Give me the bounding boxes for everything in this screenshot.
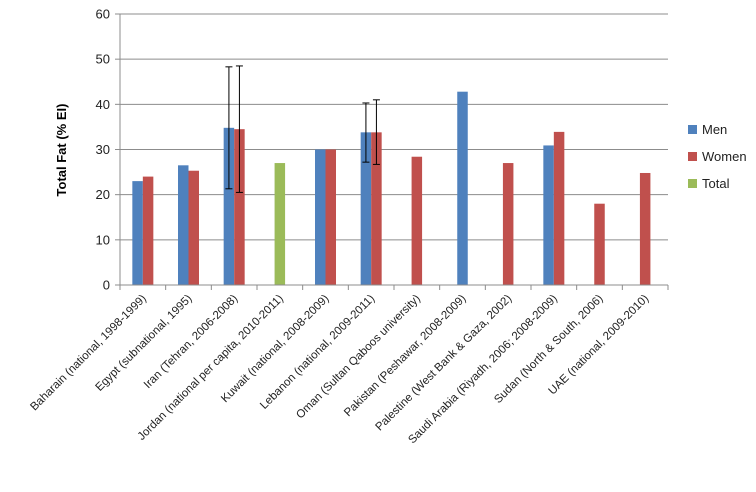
bar-women-9 xyxy=(553,131,565,285)
y-axis-label: Total Fat (% EI) xyxy=(54,104,69,197)
legend-swatch-total xyxy=(688,179,697,188)
legend-label-women: Women xyxy=(702,149,747,164)
bar-women-4 xyxy=(325,149,336,285)
bar-women-1 xyxy=(188,170,199,285)
y-tick-label: 50 xyxy=(96,52,110,67)
x-category-label: Iran (Tehran, 2006-2008) xyxy=(142,293,241,392)
bar-women-2 xyxy=(234,129,245,285)
x-category-label: UAE (national, 2009-2010) xyxy=(547,293,652,398)
axes xyxy=(115,13,669,290)
x-category-label: Egypt (subnational, 1995) xyxy=(93,293,194,394)
y-tick-label: 30 xyxy=(96,142,110,157)
y-tick-label: 10 xyxy=(96,232,110,247)
bar-men-7 xyxy=(457,91,468,285)
y-tick-label: 40 xyxy=(96,97,110,112)
y-tick-label: 0 xyxy=(103,278,110,293)
legend-swatch-men xyxy=(688,125,697,134)
y-tick-label: 60 xyxy=(96,7,110,22)
bar-total-3 xyxy=(274,163,286,285)
bar-men-4 xyxy=(315,149,326,285)
bar-women-11 xyxy=(639,172,651,285)
y-tick-labels: 0 10 20 30 40 50 60 xyxy=(96,7,110,293)
bar-women-5 xyxy=(371,132,382,285)
gridlines xyxy=(120,13,668,241)
x-category-labels: Baharain (national, 1998-1999)Egypt (sub… xyxy=(28,293,651,447)
bar-men-9 xyxy=(543,145,554,285)
y-tick-label: 20 xyxy=(96,187,110,202)
bar-men-0 xyxy=(132,181,143,285)
bar-women-0 xyxy=(142,176,154,285)
bar-women-10 xyxy=(594,203,605,285)
bar-men-1 xyxy=(178,165,189,285)
bar-men-2 xyxy=(223,127,235,285)
legend: Men Women Total xyxy=(688,122,747,191)
legend-label-men: Men xyxy=(702,122,727,137)
error-bars xyxy=(225,65,380,193)
bar-men-5 xyxy=(360,132,372,285)
bar-women-6 xyxy=(411,156,423,285)
bar-women-8 xyxy=(502,163,514,285)
legend-swatch-women xyxy=(688,152,697,161)
legend-label-total: Total xyxy=(702,176,730,191)
bars xyxy=(132,91,651,285)
